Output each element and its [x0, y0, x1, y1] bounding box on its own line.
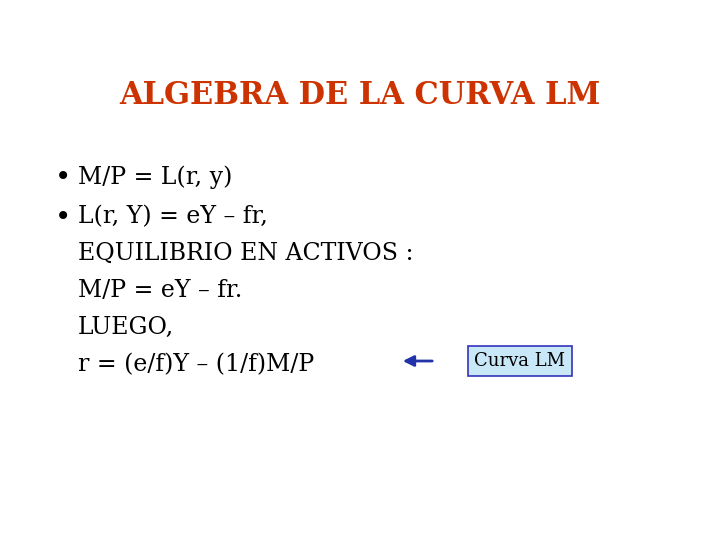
Text: Curva LM: Curva LM: [474, 352, 565, 370]
Text: ALGEBRA DE LA CURVA LM: ALGEBRA DE LA CURVA LM: [120, 80, 600, 111]
Text: M/P = eY – fr.: M/P = eY – fr.: [78, 279, 243, 302]
Text: L(r, Y) = eY – fr,: L(r, Y) = eY – fr,: [78, 205, 268, 228]
Text: LUEGO,: LUEGO,: [78, 316, 174, 339]
Text: M/P = L(r, y): M/P = L(r, y): [78, 165, 233, 188]
Text: •: •: [55, 165, 71, 192]
Text: r = (e/f)Y – (1/f)M/P: r = (e/f)Y – (1/f)M/P: [78, 353, 314, 376]
Text: EQUILIBRIO EN ACTIVOS :: EQUILIBRIO EN ACTIVOS :: [78, 242, 413, 265]
Text: •: •: [55, 205, 71, 232]
